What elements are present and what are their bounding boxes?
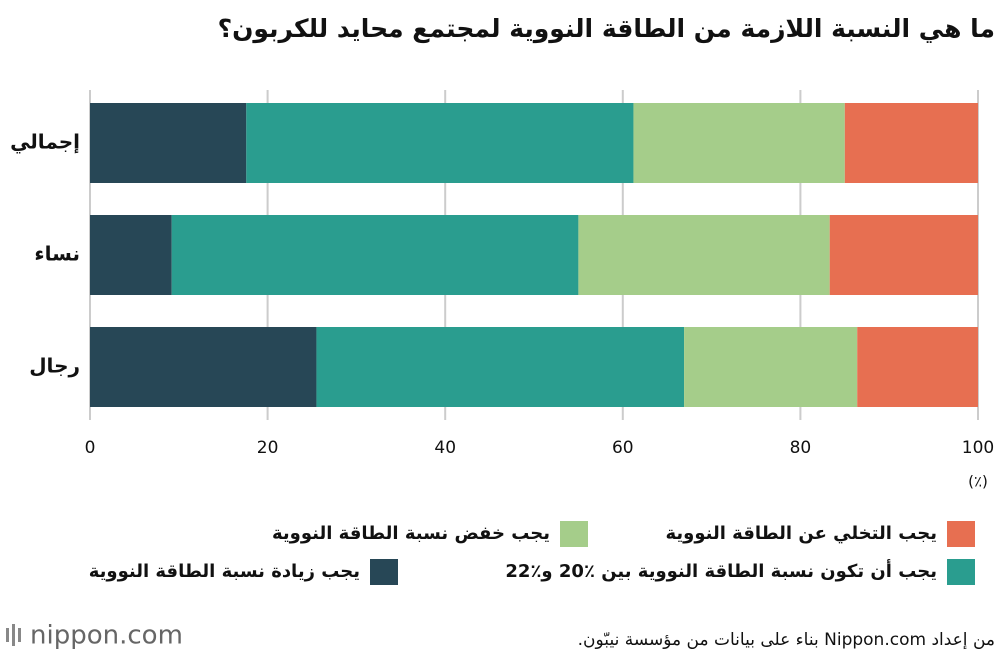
logo-bar [6,628,9,642]
legend-label: يجب التخلي عن الطاقة النووية [665,523,937,544]
x-tick-label: 100 [962,438,994,458]
bar-segment [684,327,858,407]
logo-bar [12,624,15,646]
bar-segment [316,327,685,407]
bar-segment [578,215,830,295]
legend-swatch [947,559,975,585]
legend-label: يجب خفض نسبة الطاقة النووية [272,523,550,544]
logo-text: nippon.com [30,621,183,651]
source: من إعداد Nippon.com بناء على بيانات من م… [578,630,995,650]
plot [89,90,979,420]
y-tick-label: نساء [34,242,80,266]
chart-title: ما هي النسبة اللازمة من الطاقة النووية ل… [218,14,995,44]
x-tick-label: 0 [85,438,96,458]
y-tick-label: إجمالي [10,130,80,155]
legend-swatch [947,521,975,547]
legend-swatch [560,521,588,547]
x-tick-label: 80 [790,438,812,458]
legend-label: يجب أن تكون نسبة الطاقة النووية بين ٪20 … [505,559,937,582]
legend-swatch [370,559,398,585]
bar-segment [633,103,845,183]
bar-segment [246,103,634,183]
y-tick-label: رجال [29,354,80,378]
x-tick-label: 60 [612,438,634,458]
logo: nippon.com [6,621,183,651]
x-tick-label: 20 [257,438,279,458]
x-unit: (٪) [968,473,988,491]
bar-segment [171,215,579,295]
bar-segment [90,215,172,295]
bar-segment [90,103,247,183]
bar-segment [857,327,978,407]
legend-label: يجب زيادة نسبة الطاقة النووية [89,561,360,582]
bar-segment [90,327,317,407]
logo-bar [18,628,21,642]
bar-segment [829,215,978,295]
x-tick-label: 40 [434,438,456,458]
bar-segment [844,103,978,183]
